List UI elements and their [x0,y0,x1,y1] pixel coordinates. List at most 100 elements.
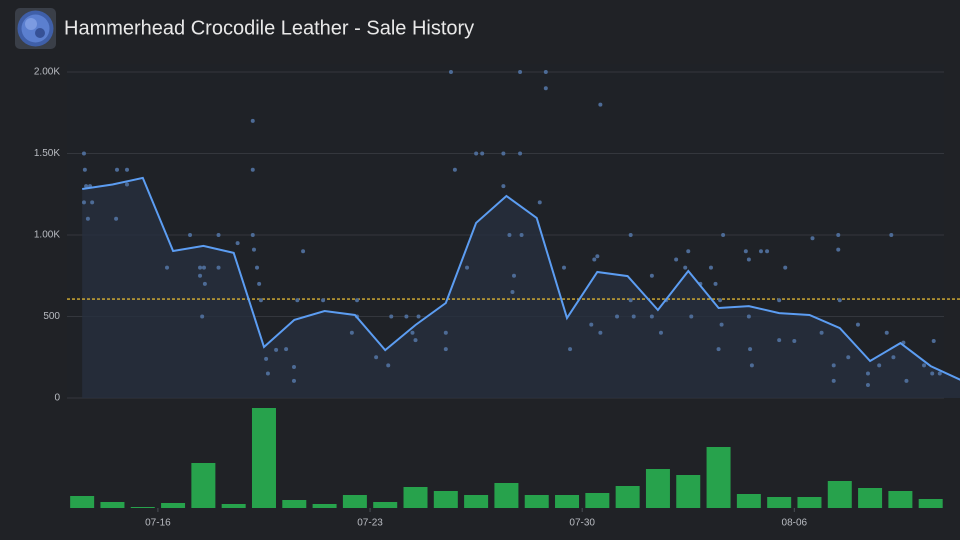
sale-point [512,273,516,278]
sale-point [589,322,594,327]
area [82,177,960,398]
sale-point [90,200,95,205]
sale-point [568,347,573,352]
sale-point [250,167,255,172]
volume-bar [161,503,186,508]
y-tick-label: 2.00K [34,67,60,78]
sale-point [708,265,713,270]
volume-bar [282,500,307,508]
volume-bar [615,486,640,508]
volume-bar [767,497,792,508]
sale-point [284,347,289,352]
sale-point [81,151,86,156]
sale-point [115,167,120,172]
plot: 0 500 1.00K 1.50K 2.00K 07-16 07-23 07-30 08-06 [34,64,960,529]
sale-point [510,290,515,295]
sale-point [265,371,270,376]
sale-point [250,233,255,237]
sale-point [628,233,633,237]
volume-bar [494,483,519,508]
volume-bar [585,493,610,508]
sale-point [416,314,421,319]
x-tick-label: 07-23 [357,518,383,529]
sale-point [501,151,506,156]
sale-point [758,249,763,254]
sale-point [819,330,824,335]
sale-point [922,363,927,368]
sale-point [837,298,842,303]
sale-point [301,249,306,254]
sale-point [216,233,221,237]
volume-bar [676,475,701,508]
volume-bar [191,463,216,508]
sale-point [683,265,688,270]
volume-bar [403,487,428,508]
x-tick-label: 07-16 [145,518,171,529]
sale-point [718,298,723,303]
sale-point [518,151,523,156]
sale-point [235,241,240,246]
sale-point [846,355,851,360]
sale-point [746,314,751,319]
sale-point [81,200,86,205]
title: Hammerhead Crocodile Leather - Sale Hist… [64,17,474,39]
sale-point [386,363,391,368]
sale-point [202,281,207,286]
volume-bar [736,494,761,508]
sale-point [598,330,603,335]
sale-point [748,347,753,352]
sale-point [198,265,203,270]
sale-point [474,151,479,156]
volume-bar [827,481,852,508]
sale-point [355,298,360,303]
sale-point [198,273,203,278]
sale-point [615,314,620,319]
sale-point [746,257,751,262]
sale-point [543,70,548,74]
sale-point [836,247,841,252]
sale-point [891,355,896,360]
sale-point [125,167,130,172]
sale-point [82,167,87,172]
sale-point [321,298,326,303]
sale-point [889,233,894,237]
volume-bar [797,497,822,508]
sale-point [85,216,90,221]
sale-point [443,330,448,335]
sale-point [413,338,418,343]
sale-point [855,322,860,327]
sale-point [930,371,935,376]
sale-point [295,298,300,303]
sale-point [904,378,909,383]
sale-point [519,233,524,237]
sale-point [719,322,724,327]
sale-point [274,347,279,352]
sale-point [518,70,523,74]
sale-point [592,257,597,262]
sale-point [777,298,782,303]
sale-point [877,363,882,368]
sale-point [777,338,782,343]
sale-point [443,347,448,352]
sale-point [507,233,512,237]
y-tick-label: 1.50K [34,148,60,159]
volume-bar [645,469,670,508]
sale-point [884,330,889,335]
sale-point [628,298,633,303]
volume-bar [312,504,337,508]
sale-point [188,233,193,237]
sale-point [251,247,256,252]
price-line [82,176,960,381]
sale-point [810,236,815,241]
volume-bar [464,495,489,508]
sale-point [865,382,870,387]
volume-bar [524,495,549,508]
sale-point [250,118,255,123]
sale-point [649,314,654,319]
sale-point [448,70,453,74]
x-tick-label: 07-30 [569,518,595,529]
sale-point [836,233,841,237]
item-icon [15,8,56,49]
